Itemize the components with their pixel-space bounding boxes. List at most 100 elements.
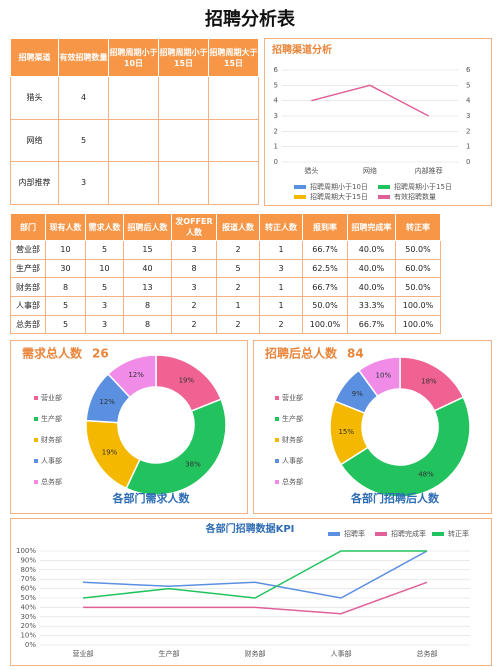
panel	[10, 340, 248, 514]
table-cell: 2	[259, 314, 303, 335]
table-cell: 50.0%	[395, 277, 441, 298]
table-row: 人事部 5 3 8 2 1 1 50.0% 33.3% 100.0%	[10, 296, 441, 316]
legend-swatch	[275, 396, 279, 400]
y2-tick-label: 0	[466, 158, 470, 166]
series-line	[311, 84, 430, 117]
table-cell: 66.7%	[302, 240, 348, 260]
table-cell: 5	[85, 277, 124, 298]
legend-swatch	[294, 185, 306, 189]
y2-tick-label: 4	[466, 97, 471, 105]
legend-swatch	[34, 459, 38, 463]
chart-title: 招聘渠道分析	[272, 43, 332, 56]
legend-label: 生产部	[282, 414, 303, 423]
table-row: 财务部 8 5 13 3 2 1 66.7% 40.0% 50.0%	[10, 277, 441, 298]
x-tick-label: 营业部	[73, 649, 94, 658]
x-tick-label: 财务部	[245, 649, 266, 658]
table-cell: 40	[123, 258, 172, 279]
table-cell: 1	[259, 277, 303, 298]
table-cell: 100.0%	[302, 314, 348, 335]
legend-label: 有效招聘数量	[394, 192, 436, 201]
x-tick-label: 人事部	[331, 649, 352, 658]
table-cell: 营业部	[10, 240, 46, 260]
table-cell: 66.7%	[347, 314, 396, 335]
y-tick-label: 80%	[20, 566, 36, 574]
table-cell	[208, 118, 259, 162]
table-cell	[108, 118, 159, 162]
table-cell: 1	[259, 240, 303, 260]
x-tick-label: 网络	[363, 166, 377, 175]
y-tick-label: 70%	[20, 575, 36, 583]
table-cell: 转正率	[395, 213, 441, 241]
table-cell: 3	[85, 314, 124, 335]
legend-label: 总务部	[282, 477, 303, 486]
legend-label: 生产部	[41, 414, 62, 423]
data-label: 48%	[418, 470, 434, 478]
panel	[253, 340, 492, 514]
y-tick-label: 50%	[20, 594, 36, 602]
table-cell: 40.0%	[347, 258, 396, 279]
table-cell: 有效招聘数量	[58, 38, 109, 77]
table-cell: 1	[259, 296, 303, 316]
table-cell: 3	[58, 161, 109, 205]
table-row: 猎头 4	[10, 76, 259, 120]
y-tick-label: 10%	[20, 632, 36, 640]
page-title: 招聘分析表	[205, 8, 296, 30]
table-row: 招聘渠道 有效招聘数量 招聘周期小于10日 招聘周期小于15日 招聘周期大于15日	[10, 38, 259, 77]
table-cell: 报到率	[302, 213, 348, 241]
y-tick-label: 3	[274, 112, 278, 120]
data-label: 10%	[376, 372, 392, 380]
table-cell: 50.0%	[395, 240, 441, 260]
x-tick-label: 生产部	[159, 649, 180, 658]
chart-subtitle: 各部门需求人数	[112, 491, 191, 505]
legend-swatch	[34, 417, 38, 421]
y2-tick-label: 2	[466, 127, 470, 135]
legend-swatch	[34, 396, 38, 400]
legend-swatch	[294, 195, 306, 199]
y-tick-label: 0	[274, 158, 278, 166]
x-tick-label: 猎头	[304, 166, 318, 175]
table-cell: 4	[58, 76, 109, 120]
table-cell	[158, 76, 209, 120]
data-label: 19%	[102, 448, 118, 456]
table-cell: 5	[85, 240, 124, 260]
legend-swatch	[275, 480, 279, 484]
table-cell	[158, 161, 209, 205]
table-cell	[208, 161, 259, 205]
legend-swatch	[275, 438, 279, 442]
chart-subtitle: 各部门招聘后人数	[350, 491, 440, 505]
y-tick-label: 1	[274, 143, 278, 151]
legend-swatch	[378, 195, 390, 199]
table-cell: 报道人数	[216, 213, 260, 241]
table-cell: 62.5%	[302, 258, 348, 279]
data-label: 38%	[185, 460, 201, 468]
table-cell: 8	[123, 296, 172, 316]
y2-tick-label: 5	[466, 81, 470, 89]
table-cell: 需求人数	[85, 213, 124, 241]
chart-title: 各部门招聘数据KPI	[205, 522, 295, 535]
y-tick-label: 6	[274, 66, 279, 74]
table-cell: 2	[216, 314, 260, 335]
table-cell: 3	[259, 258, 303, 279]
legend-label: 人事部	[282, 456, 303, 465]
table-cell: 财务部	[10, 277, 46, 298]
table-row: 内部推荐 3	[10, 161, 259, 205]
y2-tick-label: 1	[466, 143, 470, 151]
table-cell: 发OFFER人数	[171, 213, 217, 241]
table-cell: 8	[123, 314, 172, 335]
y-tick-label: 0%	[25, 641, 36, 649]
legend-label: 人事部	[41, 456, 62, 465]
table-cell: 5	[45, 296, 86, 316]
x-tick-label: 总务部	[417, 649, 438, 658]
table-cell: 2	[216, 277, 260, 298]
chart-title: 招聘后总人数	[265, 346, 338, 361]
table-cell: 3	[85, 296, 124, 316]
y-tick-label: 90%	[20, 556, 36, 564]
legend-swatch	[275, 459, 279, 463]
table-cell: 招聘周期小于15日	[158, 38, 209, 77]
y2-tick-label: 3	[466, 112, 470, 120]
table-cell: 生产部	[10, 258, 46, 279]
donut-slice	[357, 356, 401, 398]
table-cell: 内部推荐	[10, 161, 59, 205]
legend-label: 招聘周期大于15日	[310, 192, 368, 201]
legend-swatch	[34, 438, 38, 442]
